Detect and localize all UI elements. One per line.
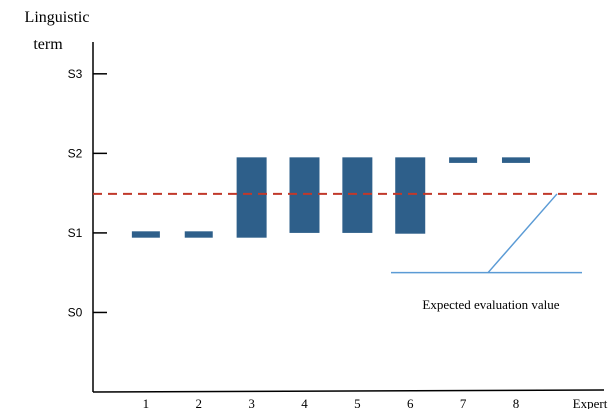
bar-expert-2: [184, 231, 213, 238]
bar-expert-5: [342, 157, 373, 233]
y-tick-label-1: S1: [68, 226, 83, 240]
y-tick-label-2: S2: [68, 146, 83, 160]
y-axis-label-line-2: term: [33, 36, 63, 53]
x-axis-label: Expert: [573, 396, 608, 409]
x-tick-label-7: 7: [460, 396, 467, 409]
y-axis-label-line-1: Linguistic: [25, 9, 90, 26]
bar-expert-7: [449, 157, 478, 163]
x-tick-label-5: 5: [354, 396, 361, 409]
bar-expert-3: [236, 157, 267, 238]
x-tick-label-2: 2: [195, 396, 202, 409]
annotation-pointer: [487, 193, 558, 274]
reference-lines: [93, 192, 600, 274]
bar-expert-4: [289, 157, 320, 233]
x-tick-label-6: 6: [407, 396, 414, 409]
y-tick-label-3: S3: [68, 67, 83, 81]
bars: [131, 157, 530, 238]
bar-expert-6: [395, 157, 426, 234]
x-axis-line: [92, 389, 605, 393]
x-tick-label-1: 1: [143, 396, 150, 409]
x-tick-label-3: 3: [248, 396, 255, 409]
bar-expert-8: [501, 157, 530, 163]
x-tick-label-8: 8: [513, 396, 520, 409]
x-tick-label-4: 4: [301, 396, 308, 409]
axes: S0 S1 S2 S3 1 2 3 4 5 6 7 8: [68, 42, 605, 409]
y-tick-label-0: S0: [68, 305, 83, 319]
annotation-label: Expected evaluation value: [422, 297, 559, 312]
bar-expert-1: [131, 231, 160, 238]
